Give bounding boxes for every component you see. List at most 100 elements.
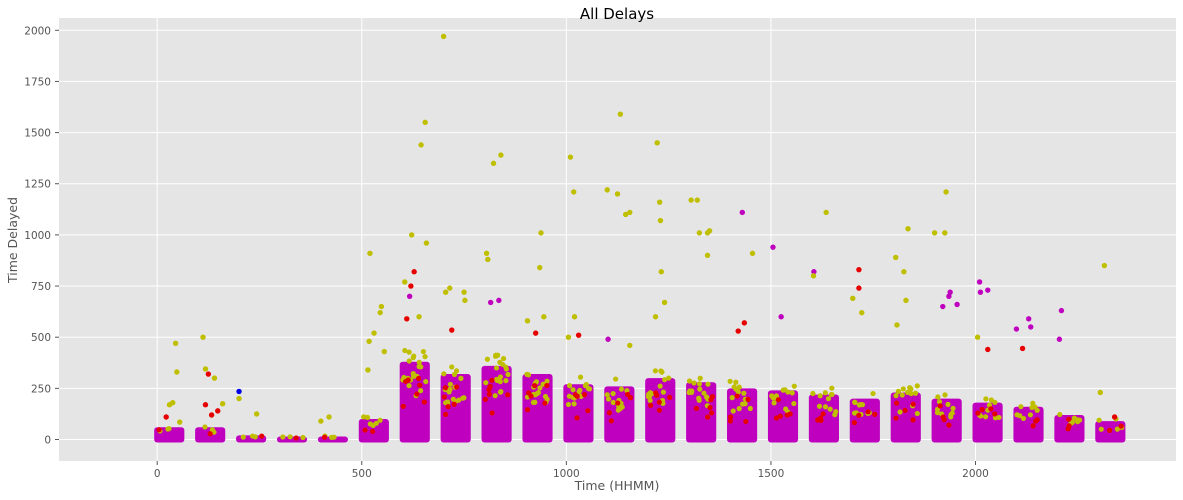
data-point [903, 297, 909, 304]
fringe-point [494, 376, 500, 382]
data-point [977, 289, 984, 295]
time-block [808, 394, 839, 443]
fringe-point [447, 381, 453, 387]
fringe-point [377, 417, 383, 423]
data-point [943, 189, 949, 195]
data-point [694, 197, 700, 203]
data-point [656, 199, 663, 205]
fringe-point [983, 396, 989, 402]
data-point [1019, 345, 1026, 352]
fringe-point [361, 414, 367, 420]
fringe-point [975, 410, 981, 416]
fringe-point [820, 411, 826, 417]
fringe-point [525, 372, 532, 378]
data-point [423, 240, 430, 246]
fringe-point [441, 394, 447, 400]
fringe-point [852, 399, 858, 405]
fringe-point [1018, 404, 1024, 410]
data-point [931, 230, 938, 236]
fringe-point [816, 403, 823, 409]
data-point [661, 299, 668, 306]
fringe-point [451, 401, 457, 407]
fringe-point [544, 382, 550, 389]
data-point [422, 119, 428, 126]
data-point [823, 209, 829, 216]
data-point [859, 309, 865, 316]
fringe-point [503, 378, 509, 384]
data-point [658, 269, 664, 275]
data-point [622, 211, 629, 218]
fringe-point [1027, 412, 1034, 418]
data-point [654, 140, 660, 146]
fringe-point [1057, 411, 1063, 418]
fringe-point [492, 393, 498, 399]
fringe-point [705, 381, 711, 387]
fringe-point [992, 399, 998, 405]
y-axis-ticks: 0 250 500 750 1000 1250 1500 1750 2000 [24, 25, 59, 447]
data-point [381, 348, 387, 355]
fringe-point [935, 394, 941, 400]
fringe-point [1096, 417, 1102, 423]
fringe-point [1114, 426, 1120, 432]
data-point [1026, 316, 1032, 322]
y-tick-label: 500 [31, 332, 51, 344]
fringe-point [493, 365, 500, 371]
data-point [326, 414, 332, 420]
data-point [163, 414, 169, 420]
fringe-point [733, 379, 739, 385]
data-point [627, 209, 633, 216]
fringe-point [524, 407, 531, 413]
y-tick-label: 1000 [24, 230, 51, 242]
fringe-point [405, 377, 411, 383]
data-point [946, 293, 952, 299]
fringe-point [872, 411, 878, 417]
fringe-point [486, 391, 492, 397]
fringe-point [240, 434, 246, 440]
fringe-point [817, 393, 823, 399]
fringe-point [566, 393, 572, 399]
time-block [440, 374, 471, 443]
fringe-point [777, 413, 783, 419]
scatter-points [163, 33, 1118, 425]
fringe-point [825, 396, 832, 402]
data-point [976, 279, 983, 285]
data-point [208, 412, 215, 418]
data-point [538, 230, 544, 236]
data-point [202, 402, 209, 408]
fringe-point [948, 414, 954, 420]
fringe-point [533, 379, 540, 385]
data-point [605, 336, 611, 342]
fringe-point [745, 396, 751, 402]
fringe-point [950, 405, 956, 411]
data-point [810, 273, 817, 279]
data-point [894, 322, 900, 328]
fringe-point [734, 393, 740, 399]
data-point [696, 230, 703, 236]
fringe-point [423, 378, 429, 385]
fringe-point [615, 400, 621, 406]
data-point [411, 269, 417, 275]
fringe-point [1118, 423, 1124, 429]
fringe-point [532, 383, 538, 389]
data-point [483, 250, 490, 257]
fringe-point [893, 400, 900, 406]
data-point [215, 408, 221, 414]
fringe-point [936, 399, 943, 405]
data-point [408, 232, 415, 238]
fringe-point [704, 414, 711, 420]
data-point [211, 375, 218, 381]
fringe-point [775, 397, 782, 403]
data-point [571, 189, 577, 195]
fringe-point [445, 404, 451, 410]
fringe-point [656, 407, 663, 413]
fringe-point [910, 401, 916, 407]
fringe-point [899, 392, 905, 398]
fringe-point [942, 392, 948, 398]
fringe-point [447, 386, 453, 392]
fringe-point [771, 400, 777, 406]
fringe-point [370, 428, 376, 435]
fringe-point [1107, 427, 1113, 433]
fringe-point [280, 434, 286, 440]
fringe-point [708, 397, 714, 403]
fringe-point [442, 385, 449, 391]
